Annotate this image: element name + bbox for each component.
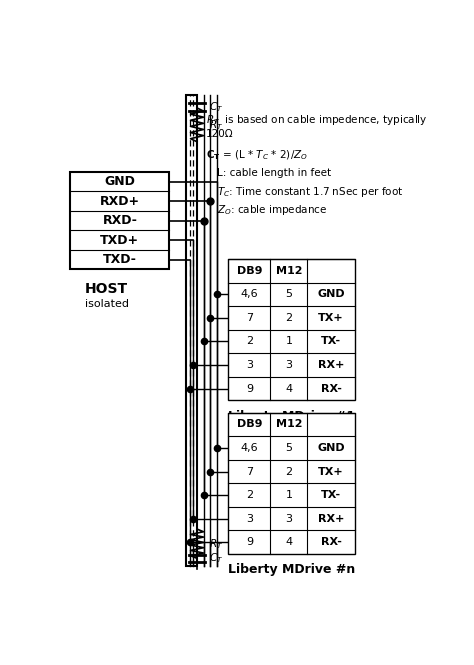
Text: 9: 9 <box>246 537 253 547</box>
Text: $R_T$: $R_T$ <box>209 537 223 551</box>
Text: 7: 7 <box>246 313 253 323</box>
Text: RXD+: RXD+ <box>100 195 140 207</box>
Text: L: cable length in feet: L: cable length in feet <box>217 168 331 178</box>
Text: HOST: HOST <box>85 282 128 296</box>
Text: M12: M12 <box>275 420 302 430</box>
Text: RX-: RX- <box>320 384 342 394</box>
Text: TXD-: TXD- <box>103 253 137 266</box>
Text: 5: 5 <box>285 289 292 299</box>
Text: TX-: TX- <box>321 490 341 500</box>
Bar <box>186 95 197 567</box>
Text: 5: 5 <box>285 443 292 453</box>
Text: $R_T$  is based on cable impedence, typically
120Ω: $R_T$ is based on cable impedence, typic… <box>206 113 428 139</box>
Text: M12: M12 <box>275 266 302 276</box>
Text: 3: 3 <box>246 513 253 523</box>
Text: DB9: DB9 <box>237 420 262 430</box>
Text: isolated: isolated <box>85 299 129 309</box>
Text: GND: GND <box>317 289 345 299</box>
Text: 4,6: 4,6 <box>240 289 258 299</box>
Text: 3: 3 <box>246 360 253 370</box>
Text: 1: 1 <box>285 336 292 346</box>
Text: TX-: TX- <box>321 336 341 346</box>
Text: TX+: TX+ <box>318 467 344 477</box>
Text: 2: 2 <box>246 336 253 346</box>
Text: 2: 2 <box>246 490 253 500</box>
Text: $T_C$: Time constant 1.7 nSec per foot: $T_C$: Time constant 1.7 nSec per foot <box>217 185 403 199</box>
Text: 4: 4 <box>285 537 292 547</box>
Text: $C_T$: $C_T$ <box>209 100 223 114</box>
Text: 1: 1 <box>285 490 292 500</box>
Text: 2: 2 <box>285 467 292 477</box>
Text: RX+: RX+ <box>318 360 344 370</box>
Text: 3: 3 <box>285 360 292 370</box>
Text: DB9: DB9 <box>237 266 262 276</box>
Text: 7: 7 <box>246 467 253 477</box>
Text: $Z_O$: cable impedance: $Z_O$: cable impedance <box>217 203 328 217</box>
Text: TXD+: TXD+ <box>100 233 139 247</box>
Text: Liberty MDrive #1: Liberty MDrive #1 <box>228 410 355 422</box>
Text: GND: GND <box>317 443 345 453</box>
Text: 4,6: 4,6 <box>240 443 258 453</box>
Text: $\mathbf{C_T}$ = (L * $T_C$ * 2)/$Z_O$: $\mathbf{C_T}$ = (L * $T_C$ * 2)/$Z_O$ <box>206 148 308 162</box>
Text: RXD-: RXD- <box>102 214 137 227</box>
Text: RX+: RX+ <box>318 513 344 523</box>
Text: RX-: RX- <box>320 537 342 547</box>
Text: Liberty MDrive #n: Liberty MDrive #n <box>228 563 355 576</box>
Text: 9: 9 <box>246 384 253 394</box>
Text: 3: 3 <box>285 513 292 523</box>
Bar <box>228 259 355 400</box>
Text: GND: GND <box>104 175 135 188</box>
Text: $C_T$: $C_T$ <box>209 552 223 565</box>
Text: 2: 2 <box>285 313 292 323</box>
Text: 4: 4 <box>285 384 292 394</box>
Bar <box>70 172 170 269</box>
Bar <box>228 412 355 554</box>
Text: TX+: TX+ <box>318 313 344 323</box>
Text: $R_T$: $R_T$ <box>209 118 223 132</box>
